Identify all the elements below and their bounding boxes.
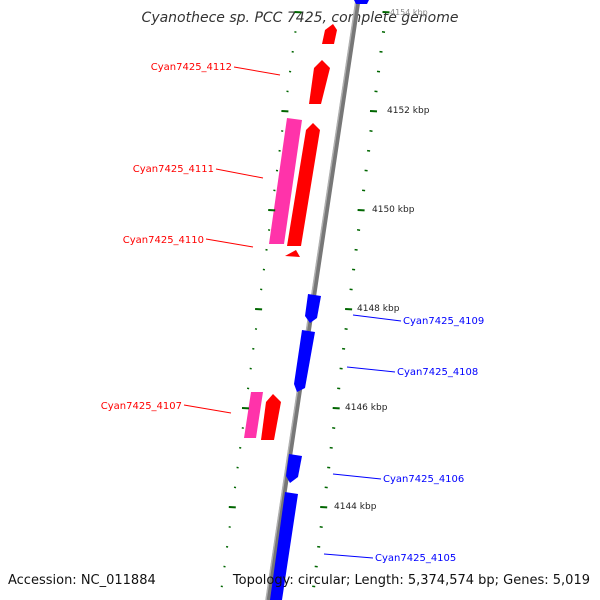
tick-label: 4154 kbp: [390, 8, 428, 17]
gene-feature-cyan7425-4105[interactable]: [270, 492, 298, 600]
gene-feature-cyan7425-4108[interactable]: [294, 330, 315, 392]
label-leaders: [183, 66, 402, 559]
gene-label[interactable]: Cyan7425_4109: [403, 316, 484, 327]
leader-line: [215, 168, 264, 179]
gene-feature-cyan7425-4111[interactable]: [287, 123, 320, 246]
tick-label: 4150 kbp: [372, 205, 415, 215]
leader-line: [346, 366, 396, 373]
tick-labels: 4154 kbp 4152 kbp 4150 kbp 4148 kbp 4146…: [334, 8, 430, 512]
gene-feature-cyan7425-4107[interactable]: [261, 394, 281, 440]
gene-label[interactable]: Cyan7425_4112: [151, 62, 232, 73]
tick-marks: [220, 11, 390, 588]
gene-feature-cyan7425-4114[interactable]: [354, 0, 369, 4]
tick-label: 4144 kbp: [334, 502, 377, 512]
leader-line: [233, 66, 281, 76]
forward-features: [244, 24, 337, 440]
gene-label[interactable]: Cyan7425_4106: [383, 474, 464, 485]
reverse-features: [270, 0, 369, 600]
gene-feature-cyan7425-4107-pseudo[interactable]: [244, 392, 263, 438]
gene-feature-cyan7425-4109[interactable]: [305, 294, 321, 323]
tick-label: 4146 kbp: [345, 403, 388, 413]
gene-label[interactable]: Cyan7425_4108: [397, 367, 478, 378]
gene-feature-cyan7425-4111-pseudo[interactable]: [269, 118, 302, 244]
gene-feature-cyan7425-4106[interactable]: [286, 454, 302, 483]
leader-line: [205, 238, 254, 248]
gene-label[interactable]: Cyan7425_4111: [133, 164, 214, 175]
genome-summary-text: Topology: circular; Length: 5,374,574 bp…: [232, 573, 590, 588]
tick-label: 4148 kbp: [357, 304, 400, 314]
map-title: Cyanothece sp. PCC 7425, complete genome: [141, 10, 459, 26]
leader-line: [332, 473, 382, 480]
gene-label[interactable]: Cyan7425_4110: [123, 235, 204, 246]
leader-line: [352, 314, 402, 322]
gene-feature-cyan7425-4110[interactable]: [285, 250, 300, 257]
gene-labels: Cyan7425_4112 Cyan7425_4111 Cyan7425_411…: [101, 62, 485, 564]
tick-label: 4152 kbp: [387, 106, 430, 116]
gene-label[interactable]: Cyan7425_4105: [375, 553, 456, 564]
gene-label[interactable]: Cyan7425_4107: [101, 401, 182, 412]
accession-text: Accession: NC_011884: [8, 573, 156, 588]
gene-feature-cyan7425-4112[interactable]: [309, 60, 330, 104]
gene-feature-cyan7425-4113[interactable]: [322, 24, 337, 44]
leader-line: [183, 404, 232, 414]
leader-line: [323, 553, 374, 559]
